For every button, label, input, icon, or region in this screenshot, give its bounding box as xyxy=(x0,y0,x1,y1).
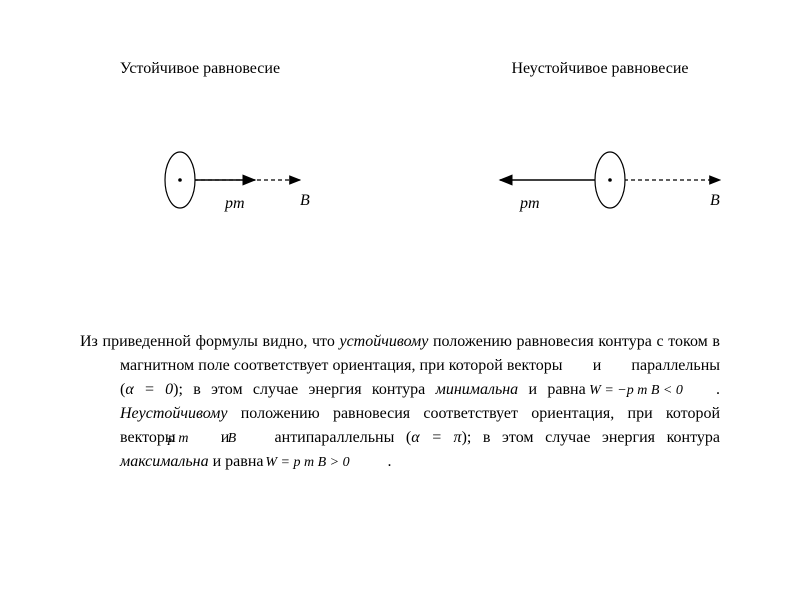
para-t6: и равна xyxy=(518,381,596,398)
para-em4: максимальна xyxy=(120,453,209,470)
para-t3: и xyxy=(589,357,606,374)
unstable-B-label: B xyxy=(710,192,720,210)
para-t13: . xyxy=(387,453,391,470)
para-vec3: p m xyxy=(187,428,209,449)
main-paragraph-body: Из приведенной формулы видно, что устойч… xyxy=(80,330,720,474)
stable-pm-label-m: m xyxy=(233,195,245,212)
para-alpha0: α = 0 xyxy=(125,381,173,398)
para-t7: . xyxy=(716,381,720,398)
heading-unstable: Неустойчивое равновесие xyxy=(400,60,800,78)
diagram-stable: B pm xyxy=(80,140,380,220)
unstable-pm-label: pm xyxy=(520,195,540,213)
heading-stable: Устойчивое равновесие xyxy=(0,60,400,78)
para-t10: антипараллельны ( xyxy=(263,429,411,446)
para-eq1: W = −p m B < 0 xyxy=(596,380,716,401)
stable-B-label: B xyxy=(300,192,310,210)
diagram-unstable: B pm xyxy=(460,140,760,220)
para-t11: ); в этом случае энергия контура xyxy=(462,429,720,446)
para-eq2: W = p m B > 0 xyxy=(267,452,387,473)
stable-pm-label-p: p xyxy=(225,195,233,212)
unstable-pm-label-p: p xyxy=(520,195,528,212)
stable-center-dot xyxy=(178,178,182,182)
para-em3: Неустойчивому xyxy=(120,405,227,422)
para-t12: и равна xyxy=(209,453,268,470)
para-t5: ); в этом случае энергия контура xyxy=(173,381,435,398)
para-t1: Из приведенной формулы видно, что xyxy=(80,333,339,350)
para-em1: устойчивому xyxy=(339,333,428,350)
para-alphapi: α = π xyxy=(411,429,461,446)
para-em2: минимальна xyxy=(436,381,519,398)
unstable-pm-label-m: m xyxy=(528,195,540,212)
stable-pm-label: pm xyxy=(225,195,245,213)
heading-row: Устойчивое равновесие Неустойчивое равно… xyxy=(0,60,800,78)
main-paragraph: Из приведенной формулы видно, что устойч… xyxy=(80,330,720,474)
para-vec4: B xyxy=(241,428,263,449)
unstable-center-dot xyxy=(608,178,612,182)
